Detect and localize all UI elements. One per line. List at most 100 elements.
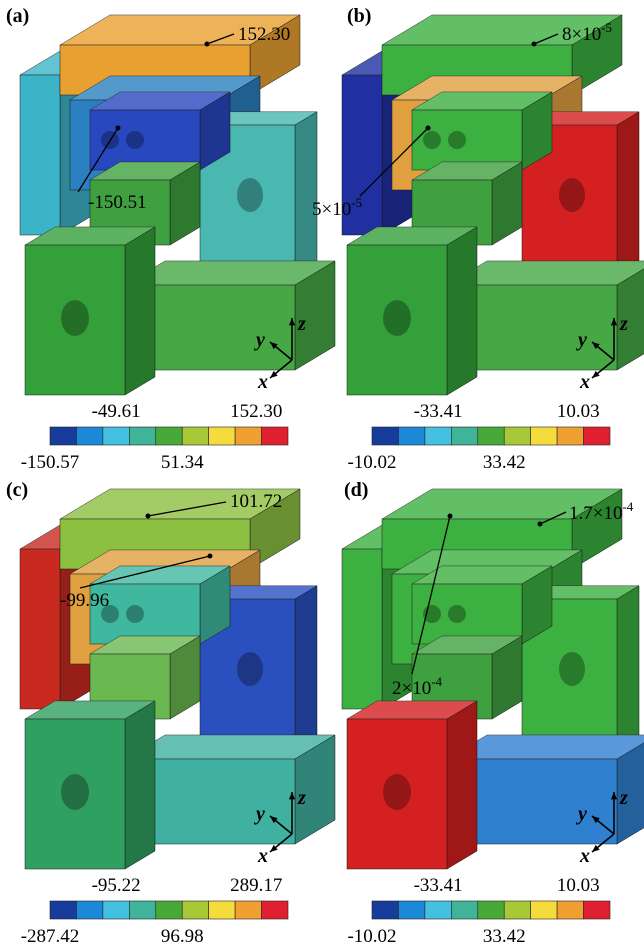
panel-label: (b) bbox=[347, 5, 371, 27]
face-side-shade bbox=[617, 586, 639, 749]
colorbar-cell bbox=[398, 427, 424, 445]
annotation-text: 8×10 bbox=[562, 24, 601, 45]
leader-dot bbox=[205, 42, 210, 47]
face-front bbox=[342, 549, 382, 709]
colorbar-cell bbox=[129, 901, 155, 919]
leader-dot bbox=[116, 126, 121, 131]
colorbar-cell bbox=[262, 901, 288, 919]
panel: (a)152.30-150.51zyx-49.61152.30-150.5751… bbox=[6, 5, 335, 473]
annotation: 152.30 bbox=[238, 24, 290, 45]
body-part bbox=[412, 92, 552, 170]
axis-label: x bbox=[257, 371, 268, 393]
colorbar-cell bbox=[451, 901, 477, 919]
annotation-text: 101.72 bbox=[230, 491, 282, 512]
colorbar-cell bbox=[584, 901, 610, 919]
axis-label: y bbox=[576, 329, 587, 351]
axis-label: z bbox=[297, 313, 306, 335]
hole bbox=[61, 300, 89, 336]
annotation-text: 2×10 bbox=[392, 678, 431, 699]
axis-label: z bbox=[619, 787, 628, 809]
panel: (b)8×10-55×10-5zyx-33.4110.03-10.0233.42 bbox=[312, 5, 644, 473]
face-side-shade bbox=[447, 701, 477, 869]
panel-label: (c) bbox=[6, 479, 28, 501]
axis-label: x bbox=[257, 845, 268, 867]
body-part bbox=[25, 227, 155, 395]
leader-dot bbox=[538, 522, 543, 527]
colorbar-cell bbox=[425, 427, 451, 445]
hole bbox=[423, 605, 441, 623]
colorbar-label: -33.41 bbox=[414, 401, 463, 422]
colorbar-label: 152.30 bbox=[230, 401, 282, 422]
colorbar-cell bbox=[235, 901, 261, 919]
colorbar-cell bbox=[103, 427, 129, 445]
colorbar-label: 33.42 bbox=[483, 452, 526, 473]
annotation-text: -150.51 bbox=[88, 192, 147, 213]
face-side-shade bbox=[447, 227, 477, 395]
leader-dot bbox=[448, 514, 453, 519]
annotation: -150.51 bbox=[88, 192, 147, 213]
face-side-shade bbox=[295, 586, 317, 749]
axis-label: z bbox=[619, 313, 628, 335]
hole bbox=[237, 652, 263, 686]
body-part bbox=[90, 566, 230, 644]
annotation-exponent: -5 bbox=[601, 20, 612, 35]
hole bbox=[126, 131, 144, 149]
colorbar-cell bbox=[76, 901, 102, 919]
colorbar-label: -287.42 bbox=[21, 926, 80, 947]
colorbar-cell bbox=[209, 901, 235, 919]
colorbar-cell bbox=[504, 427, 530, 445]
colorbar-label: -49.61 bbox=[92, 401, 141, 422]
hole bbox=[559, 652, 585, 686]
hole bbox=[423, 131, 441, 149]
colorbar-cell bbox=[398, 901, 424, 919]
hole bbox=[448, 605, 466, 623]
colorbar-cell bbox=[235, 427, 261, 445]
colorbar-cell bbox=[557, 427, 583, 445]
colorbar-cell bbox=[129, 427, 155, 445]
colorbar-label: -10.02 bbox=[347, 926, 396, 947]
colorbar-cell bbox=[209, 427, 235, 445]
colorbar-cell bbox=[156, 901, 182, 919]
colorbar-label: -95.22 bbox=[92, 875, 141, 896]
axis-label: z bbox=[297, 787, 306, 809]
axis-label: x bbox=[579, 845, 590, 867]
hole bbox=[559, 178, 585, 212]
colorbar-cell bbox=[262, 427, 288, 445]
annotation-text: 5×10 bbox=[312, 199, 351, 220]
colorbar-cell bbox=[372, 901, 398, 919]
colorbar-label: 10.03 bbox=[557, 875, 600, 896]
face-side-shade bbox=[125, 227, 155, 395]
face-front bbox=[20, 549, 60, 709]
colorbar-cell bbox=[372, 427, 398, 445]
body-part bbox=[412, 566, 552, 644]
annotation-text: 152.30 bbox=[238, 24, 290, 45]
hole bbox=[61, 774, 89, 810]
annotation-text: -99.96 bbox=[60, 590, 109, 611]
leader-dot bbox=[208, 554, 213, 559]
colorbar-label: 10.03 bbox=[557, 401, 600, 422]
colorbar-label: 289.17 bbox=[230, 875, 282, 896]
axis-label: y bbox=[254, 803, 265, 825]
colorbar-cell bbox=[103, 901, 129, 919]
panel-label: (d) bbox=[344, 479, 368, 501]
colorbar-cell bbox=[478, 901, 504, 919]
panel: (c)101.72-99.96zyx-95.22289.17-287.4296.… bbox=[6, 479, 335, 947]
body-part bbox=[90, 92, 230, 170]
annotation: 101.72 bbox=[230, 491, 282, 512]
annotation: -99.96 bbox=[60, 590, 109, 611]
body-part bbox=[347, 227, 477, 395]
annotation-exponent: -4 bbox=[622, 499, 633, 514]
body-part bbox=[25, 701, 155, 869]
colorbar-label: 51.34 bbox=[161, 452, 204, 473]
colorbar-label: -10.02 bbox=[347, 452, 396, 473]
hole bbox=[448, 131, 466, 149]
panel: (d)1.7×10-42×10-4zyx-33.4110.03-10.0233.… bbox=[342, 479, 644, 947]
colorbar-cell bbox=[156, 427, 182, 445]
leader-dot bbox=[146, 514, 151, 519]
annotation-text: 1.7×10 bbox=[569, 503, 622, 524]
leader-dot bbox=[532, 42, 537, 47]
panel-label: (a) bbox=[6, 5, 29, 27]
colorbar-cell bbox=[584, 427, 610, 445]
annotation: 1.7×10-4 bbox=[569, 499, 634, 524]
leader-dot bbox=[426, 126, 431, 131]
